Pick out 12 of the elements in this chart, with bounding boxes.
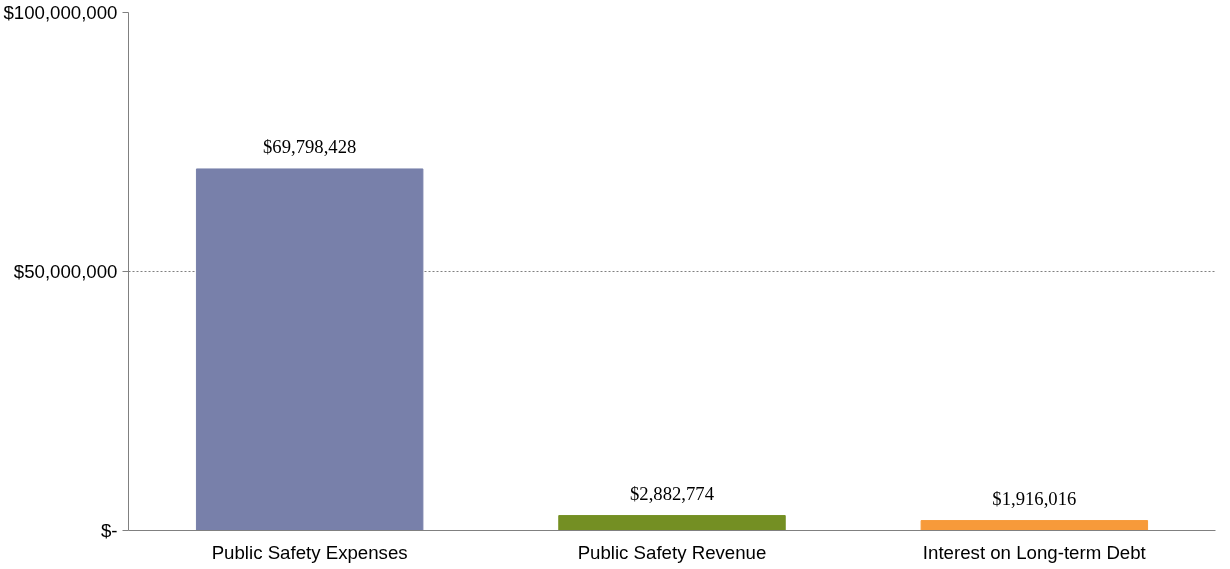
bar — [558, 515, 786, 531]
bar — [195, 168, 424, 531]
x-tick-label: Public Safety Revenue — [577, 541, 767, 563]
x-tick-label: Public Safety Expenses — [211, 541, 408, 563]
bar — [920, 520, 1149, 531]
y-tick-label: $100,000,000 — [3, 2, 118, 23]
data-label: $69,798,428 — [263, 135, 357, 157]
x-tick-label: Interest on Long-term Debt — [922, 541, 1147, 563]
data-label: $2,882,774 — [630, 482, 715, 504]
data-label: $1,916,016 — [992, 487, 1077, 509]
y-tick-label: $- — [100, 520, 118, 541]
y-tick-label: $50,000,000 — [13, 261, 118, 282]
